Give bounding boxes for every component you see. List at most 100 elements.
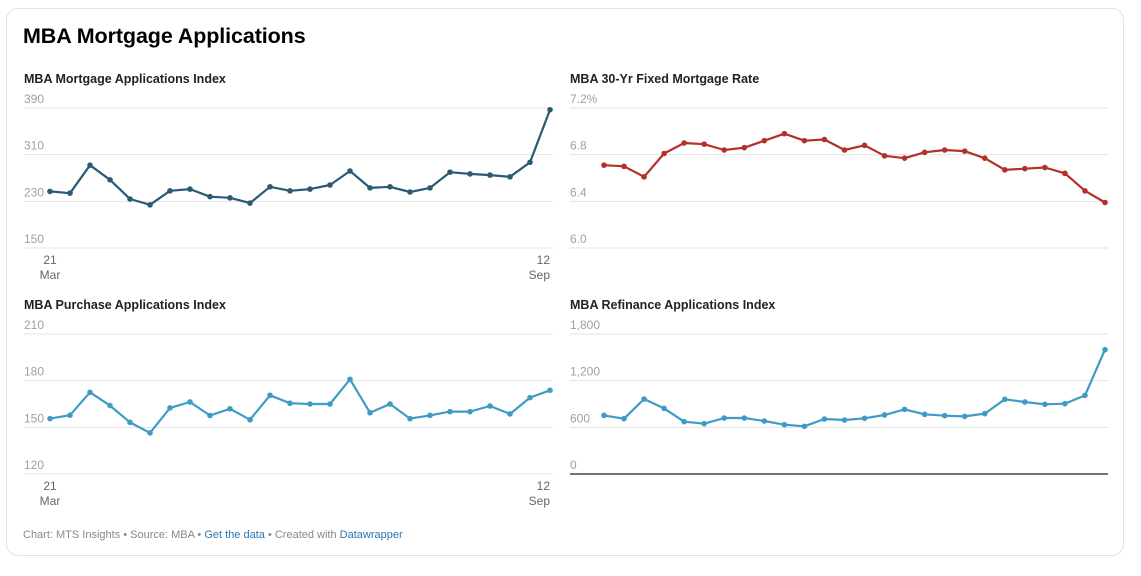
- x-tick-label-start: 21: [43, 253, 57, 267]
- data-point-refinance: [641, 396, 647, 402]
- data-point-purchase: [507, 411, 513, 417]
- data-point-refinance: [601, 412, 607, 419]
- data-point-applications: [227, 195, 233, 201]
- footer-chart-credit: Chart: MTS Insights: [23, 529, 121, 541]
- data-point-rate: [961, 148, 968, 154]
- data-point-applications: [467, 171, 473, 177]
- data-point-purchase: [447, 408, 453, 415]
- chart-title-applications: MBA Mortgage Applications Index: [24, 72, 226, 86]
- data-point-applications: [207, 193, 213, 200]
- data-point-applications: [287, 188, 293, 194]
- data-point-purchase: [387, 401, 393, 407]
- data-point-refinance: [1042, 401, 1048, 408]
- data-point-rate: [941, 147, 948, 153]
- data-point-refinance: [721, 415, 728, 421]
- data-point-rate: [821, 136, 828, 143]
- data-point-applications: [87, 162, 93, 168]
- data-point-purchase: [127, 419, 133, 426]
- data-point-applications: [47, 188, 53, 195]
- data-point-purchase: [427, 412, 433, 419]
- data-point-refinance: [901, 406, 908, 413]
- data-point-purchase: [107, 402, 113, 409]
- footer-created-with: Created with: [274, 529, 340, 541]
- y-tick-label-refinance: 600: [570, 411, 590, 425]
- data-point-rate: [841, 147, 848, 153]
- data-point-refinance: [801, 423, 808, 430]
- data-point-rate: [1082, 188, 1088, 194]
- y-tick-label-applications: 150: [24, 232, 44, 246]
- data-point-rate: [1002, 167, 1008, 173]
- data-point-applications: [307, 186, 313, 192]
- data-point-purchase: [247, 416, 253, 423]
- data-point-refinance: [1002, 396, 1008, 403]
- data-point-rate: [861, 142, 868, 149]
- data-point-rate: [621, 163, 627, 170]
- x-tick-label-end: Sep: [529, 268, 551, 282]
- y-tick-label-rate: 7.2%: [570, 92, 598, 106]
- data-point-applications: [127, 196, 133, 202]
- data-point-applications: [347, 168, 353, 174]
- data-point-refinance: [841, 417, 848, 423]
- data-point-purchase: [207, 412, 213, 419]
- data-point-applications: [527, 159, 533, 166]
- data-point-rate: [781, 130, 788, 137]
- data-point-applications: [367, 185, 373, 191]
- data-point-purchase: [67, 412, 73, 419]
- x-tick-label-start: 21: [43, 479, 57, 493]
- footer: Chart: MTS Insights • Source: MBA • Get …: [23, 529, 403, 541]
- data-point-applications: [487, 172, 493, 178]
- y-tick-label-purchase: 150: [24, 411, 44, 425]
- x-tick-label-end: 12: [537, 479, 551, 493]
- data-point-refinance: [701, 420, 707, 427]
- data-point-refinance: [661, 405, 667, 412]
- data-point-purchase: [287, 400, 293, 407]
- data-point-rate: [741, 144, 748, 151]
- data-point-applications: [167, 188, 173, 194]
- y-tick-label-applications: 310: [24, 139, 44, 153]
- data-point-rate: [1102, 199, 1108, 206]
- data-point-applications: [387, 183, 393, 190]
- y-tick-label-purchase: 210: [24, 318, 44, 332]
- data-point-applications: [107, 176, 113, 183]
- series-line-purchase: [48, 378, 552, 434]
- data-point-rate: [921, 149, 928, 156]
- data-point-refinance: [981, 410, 988, 417]
- data-point-purchase: [547, 387, 553, 394]
- data-point-applications: [67, 190, 73, 196]
- data-point-refinance: [1102, 346, 1108, 353]
- footer-separator: •: [264, 529, 275, 541]
- data-point-applications: [147, 202, 153, 208]
- series-line-rate: [602, 132, 1107, 204]
- data-point-rate: [981, 155, 988, 161]
- data-point-purchase: [467, 408, 473, 415]
- y-tick-label-rate: 6.4: [570, 185, 587, 199]
- data-point-purchase: [147, 430, 153, 436]
- data-point-refinance: [1022, 399, 1028, 405]
- data-point-applications: [267, 183, 273, 190]
- data-point-applications: [427, 185, 433, 191]
- data-point-rate: [901, 155, 908, 161]
- chart-title-rate: MBA 30-Yr Fixed Mortgage Rate: [570, 72, 760, 86]
- data-point-refinance: [681, 418, 687, 425]
- y-tick-label-purchase: 120: [24, 458, 44, 472]
- data-point-rate: [1062, 170, 1068, 177]
- data-point-refinance: [781, 421, 788, 428]
- data-point-purchase: [187, 399, 193, 405]
- y-tick-label-rate: 6.0: [570, 232, 587, 246]
- data-point-purchase: [367, 409, 373, 416]
- data-point-purchase: [167, 405, 173, 411]
- chart-title-purchase: MBA Purchase Applications Index: [24, 298, 226, 312]
- data-point-rate: [701, 141, 707, 147]
- data-point-purchase: [487, 403, 493, 409]
- data-point-purchase: [407, 415, 413, 422]
- data-point-purchase: [267, 392, 273, 399]
- get-the-data-link[interactable]: Get the data: [204, 529, 265, 541]
- data-point-purchase: [47, 415, 53, 422]
- footer-separator: •: [194, 529, 205, 541]
- data-point-rate: [641, 174, 647, 180]
- datawrapper-link[interactable]: Datawrapper: [339, 529, 403, 541]
- data-point-rate: [681, 140, 687, 146]
- data-point-purchase: [87, 389, 93, 396]
- data-point-applications: [187, 186, 193, 192]
- data-point-purchase: [327, 401, 333, 407]
